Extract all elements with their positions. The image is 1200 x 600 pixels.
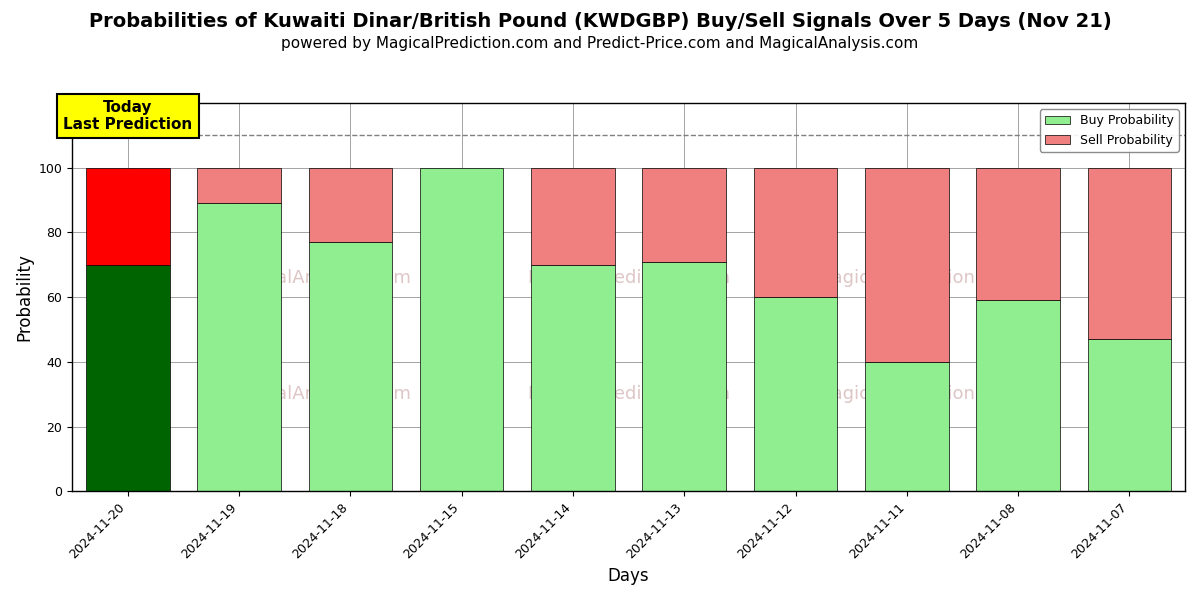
Bar — [977, 301, 1060, 491]
Bar — [308, 242, 392, 491]
Bar — [865, 362, 948, 491]
Bar — [1087, 168, 1171, 339]
Bar — [86, 265, 169, 491]
Text: MagicalAnalysis.com: MagicalAnalysis.com — [223, 269, 410, 287]
Text: Probabilities of Kuwaiti Dinar/British Pound (KWDGBP) Buy/Sell Signals Over 5 Da: Probabilities of Kuwaiti Dinar/British P… — [89, 12, 1111, 31]
Bar — [754, 297, 838, 491]
Bar — [308, 168, 392, 242]
Text: MagicalAnalysis.com: MagicalAnalysis.com — [223, 385, 410, 403]
Text: MagicalPrediction.com: MagicalPrediction.com — [816, 385, 1020, 403]
Bar — [754, 168, 838, 297]
X-axis label: Days: Days — [607, 567, 649, 585]
Text: powered by MagicalPrediction.com and Predict-Price.com and MagicalAnalysis.com: powered by MagicalPrediction.com and Pre… — [281, 36, 919, 51]
Text: MagicalPrediction.com: MagicalPrediction.com — [527, 385, 730, 403]
Bar — [642, 168, 726, 262]
Bar — [642, 262, 726, 491]
Bar — [532, 265, 614, 491]
Bar — [420, 168, 503, 491]
Bar — [197, 168, 281, 203]
Bar — [1087, 339, 1171, 491]
Bar — [865, 168, 948, 362]
Text: MagicalPrediction.com: MagicalPrediction.com — [816, 269, 1020, 287]
Bar — [977, 168, 1060, 301]
Y-axis label: Probability: Probability — [16, 253, 34, 341]
Text: MagicalPrediction.com: MagicalPrediction.com — [527, 269, 730, 287]
Bar — [86, 168, 169, 265]
Text: Today
Last Prediction: Today Last Prediction — [64, 100, 192, 132]
Bar — [532, 168, 614, 265]
Legend: Buy Probability, Sell Probability: Buy Probability, Sell Probability — [1040, 109, 1178, 152]
Bar — [197, 203, 281, 491]
